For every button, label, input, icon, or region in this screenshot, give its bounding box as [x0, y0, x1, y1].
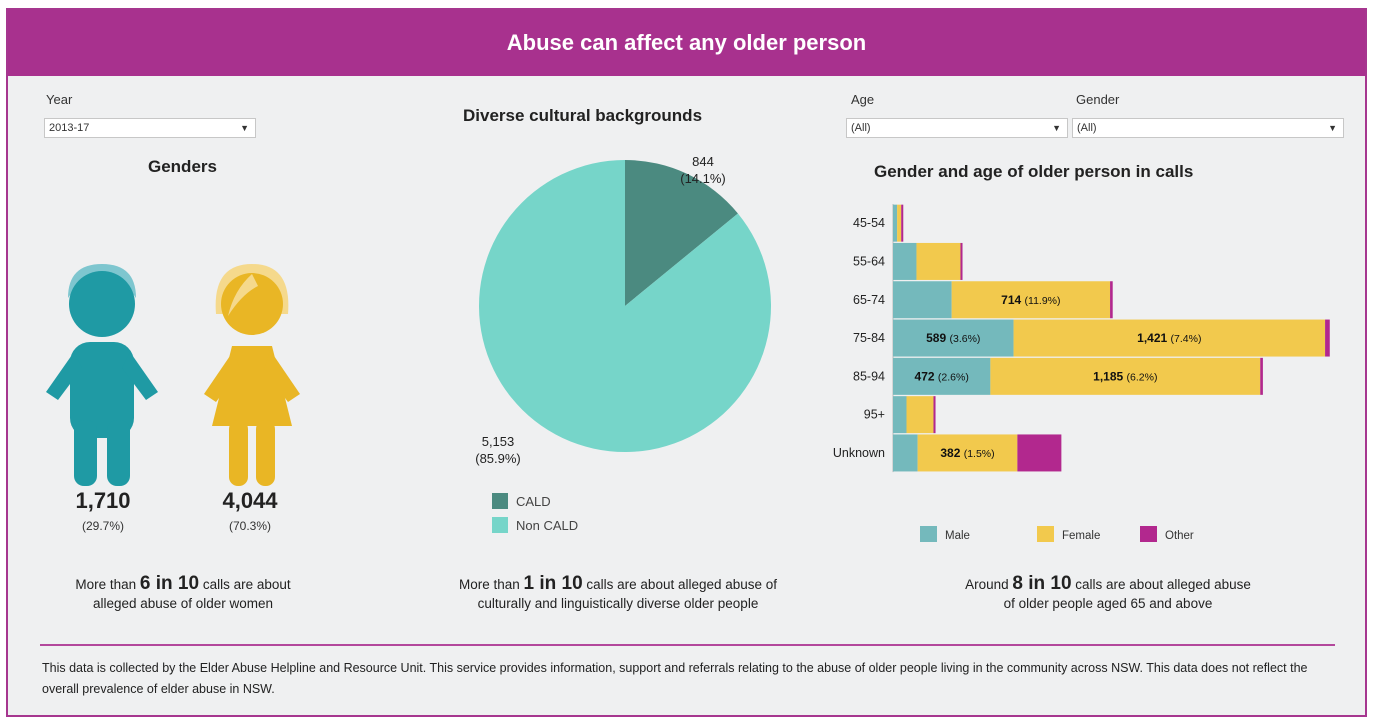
pie-label-non-cald-pct: (85.9%)	[475, 451, 521, 466]
bar-female-95[interactable]	[906, 396, 934, 434]
data-label-female-65-74: 714 (11.9%)	[1001, 293, 1060, 307]
gender-filter-value: (All)	[1077, 122, 1097, 134]
legend-swatch-male	[920, 526, 937, 542]
age-filter-value: (All)	[851, 122, 871, 134]
y-tick-label-95: 95+	[864, 408, 885, 422]
cultural-caption-ratio: 1 in 10	[523, 573, 583, 594]
y-tick-label-85-94: 85-94	[853, 369, 885, 383]
bar-male-unknown[interactable]	[893, 434, 918, 472]
bar-male-55-64[interactable]	[893, 242, 917, 280]
agegender-caption-ratio: 8 in 10	[1012, 573, 1072, 594]
genders-caption: More than 6 in 10 calls are about allege…	[28, 574, 338, 613]
gender-filter-label: Gender	[1076, 92, 1120, 107]
female-figure-icon	[204, 264, 300, 486]
bar-other-85-94[interactable]	[1260, 357, 1263, 395]
banner-title: Abuse can affect any older person	[8, 10, 1365, 76]
agegender-bar-chart: 45-54 55-64 65-74 714 (11.9%) 75-84 589 (3.6%…	[833, 204, 1330, 542]
bar-male-45-54[interactable]	[893, 204, 898, 242]
pie-slice-non-cald[interactable]	[479, 160, 771, 452]
male-figure-icon	[46, 264, 158, 486]
year-dropdown-caret-icon[interactable]: ▼	[240, 123, 249, 133]
bar-male-85-94[interactable]	[893, 357, 991, 395]
legend-swatch-other	[1140, 526, 1157, 542]
cultural-pie-chart: 844 (14.1%) 5,153 (85.9%) CALD Non CALD	[475, 154, 771, 533]
agegender-caption-line2: of older people aged 65 and above	[1003, 596, 1213, 611]
cultural-title: Diverse cultural backgrounds	[463, 106, 703, 125]
gender-dropdown-caret-icon[interactable]: ▼	[1328, 123, 1337, 133]
agegender-caption-pre: Around	[965, 577, 1013, 592]
age-dropdown-caret-icon[interactable]: ▼	[1052, 123, 1061, 133]
legend-label-female: Female	[1062, 530, 1100, 542]
agegender-caption-post: calls are about alleged abuse	[1071, 577, 1251, 592]
male-percent: (29.7%)	[81, 519, 125, 533]
genders-title: Genders	[148, 157, 217, 176]
bar-other-unknown[interactable]	[1017, 434, 1062, 472]
genders-caption-pre: More than	[75, 577, 140, 592]
female-count: 4,044	[222, 488, 278, 513]
bar-other-65-74[interactable]	[1110, 281, 1113, 319]
age-filter-select[interactable]: (All) ▼	[846, 118, 1068, 138]
bar-female-75-84[interactable]	[1013, 319, 1326, 357]
male-count: 1,710	[75, 488, 131, 513]
dashboard-frame: Abuse can affect any older person Year 2…	[6, 8, 1367, 717]
agegender-caption: Around 8 in 10 calls are about alleged a…	[888, 574, 1328, 613]
pie-slice-cald[interactable]	[625, 160, 738, 306]
bar-other-95[interactable]	[933, 396, 936, 434]
bar-female-45-54[interactable]	[897, 204, 902, 242]
cultural-caption: More than 1 in 10 calls are about allege…	[408, 574, 828, 613]
bar-female-55-64[interactable]	[916, 242, 961, 280]
legend-label-other: Other	[1165, 530, 1194, 542]
legend-label-male: Male	[945, 530, 970, 542]
year-filter-value: 2013-17	[49, 122, 90, 134]
female-percent: (70.3%)	[228, 519, 272, 533]
legend-swatch-non-cald	[492, 517, 508, 533]
divider	[40, 644, 1335, 646]
y-tick-label-45-54: 45-54	[853, 216, 885, 230]
cultural-caption-post: calls are about alleged abuse of	[582, 577, 778, 592]
bar-other-45-54[interactable]	[901, 204, 904, 242]
data-label-female-75-84: 1,421 (7.4%)	[1137, 331, 1201, 345]
data-label-male-75-84: 589 (3.6%)	[926, 331, 980, 345]
gender-filter-select[interactable]: (All) ▼	[1072, 118, 1344, 138]
data-label-male-85-94: 472 (2.6%)	[915, 369, 969, 383]
pie-label-cald-pct: (14.1%)	[680, 171, 726, 186]
bar-female-65-74[interactable]	[951, 281, 1111, 319]
footnote: This data is collected by the Elder Abus…	[42, 661, 1308, 696]
year-filter-select[interactable]: 2013-17 ▼	[44, 118, 256, 138]
bar-other-55-64[interactable]	[960, 242, 963, 280]
legend-swatch-cald	[492, 493, 508, 509]
bar-male-95[interactable]	[893, 396, 907, 434]
genders-caption-ratio: 6 in 10	[139, 573, 200, 594]
genders-caption-post: calls are about	[199, 577, 291, 592]
bar-other-75-84[interactable]	[1325, 319, 1330, 357]
bar-male-75-84[interactable]	[893, 319, 1014, 357]
legend-label-cald: CALD	[516, 494, 551, 509]
data-label-female-85-94: 1,185 (6.2%)	[1093, 369, 1157, 383]
pie-label-cald-value: 844	[692, 154, 714, 169]
pie-label-non-cald-value: 5,153	[482, 434, 515, 449]
y-tick-label-55-64: 55-64	[853, 254, 885, 268]
bar-male-65-74[interactable]	[893, 281, 952, 319]
y-tick-label-65-74: 65-74	[853, 293, 885, 307]
data-label-female-unknown: 382 (1.5%)	[940, 446, 994, 460]
age-filter-label: Age	[851, 92, 875, 107]
y-tick-label-75-84: 75-84	[853, 331, 885, 345]
bar-female-unknown[interactable]	[917, 434, 1018, 472]
cultural-caption-pre: More than	[458, 577, 524, 592]
bar-female-85-94[interactable]	[990, 357, 1261, 395]
genders-caption-line2: alleged abuse of older women	[92, 596, 274, 611]
agegender-title: Gender and age of older person in calls	[874, 162, 1194, 181]
year-filter-label: Year	[46, 92, 73, 107]
legend-label-non-cald: Non CALD	[516, 518, 578, 533]
legend-swatch-female	[1037, 526, 1054, 542]
cultural-caption-line2: culturally and linguistically diverse ol…	[477, 596, 759, 611]
y-tick-label-unknown: Unknown	[833, 446, 885, 460]
